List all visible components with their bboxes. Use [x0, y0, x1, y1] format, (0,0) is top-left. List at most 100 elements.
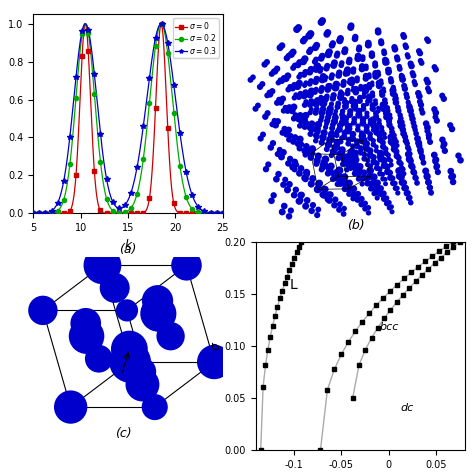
Point — [348, 79, 356, 87]
Point — [432, 113, 439, 121]
Point — [334, 181, 341, 188]
Point — [407, 199, 415, 207]
Point — [292, 134, 299, 141]
Point — [339, 118, 347, 126]
Point — [383, 113, 391, 121]
Point — [326, 137, 333, 144]
Point — [291, 191, 298, 199]
Point — [319, 133, 327, 141]
Point — [440, 140, 448, 148]
Point — [387, 75, 394, 82]
Point — [280, 181, 287, 189]
Point — [379, 139, 387, 146]
Point — [302, 202, 310, 210]
Point — [377, 39, 385, 47]
Point — [352, 102, 359, 110]
Point — [301, 151, 309, 158]
Point — [375, 149, 383, 156]
Point — [416, 49, 424, 57]
Point — [373, 190, 381, 197]
Point — [333, 81, 340, 88]
Point — [358, 129, 365, 137]
Point — [365, 209, 372, 217]
Point — [333, 138, 341, 146]
Point — [296, 122, 303, 130]
Point — [302, 98, 310, 106]
Point — [286, 103, 293, 111]
Point — [388, 138, 395, 146]
Point — [313, 157, 321, 164]
Point — [254, 102, 262, 109]
Point — [382, 59, 390, 66]
Point — [343, 115, 350, 122]
Point — [264, 109, 272, 117]
Point — [351, 105, 359, 113]
Point — [317, 93, 325, 101]
Point — [337, 88, 345, 96]
Point — [365, 73, 373, 81]
Point — [300, 37, 307, 45]
Point — [405, 150, 412, 158]
Point — [351, 170, 359, 177]
Point — [424, 127, 431, 135]
Point — [317, 117, 325, 124]
Point — [111, 284, 118, 292]
Point — [382, 145, 390, 153]
Point — [417, 146, 424, 154]
Point — [358, 65, 366, 73]
Point — [447, 121, 454, 129]
Point — [401, 85, 409, 92]
Point — [335, 150, 343, 157]
Point — [309, 201, 317, 209]
Point — [409, 115, 416, 123]
Point — [296, 170, 303, 177]
Point — [303, 169, 310, 176]
Point — [411, 126, 419, 134]
Point — [327, 136, 335, 143]
Point — [383, 163, 391, 171]
Point — [397, 160, 405, 167]
Point — [275, 96, 283, 103]
Point — [372, 73, 380, 80]
Point — [309, 145, 316, 153]
Point — [357, 133, 365, 140]
Point — [318, 84, 326, 91]
Point — [300, 58, 307, 65]
Point — [391, 44, 398, 51]
Point — [347, 164, 355, 172]
Point — [326, 168, 334, 175]
Point — [323, 117, 331, 125]
Point — [283, 130, 291, 138]
Point — [337, 122, 344, 129]
Point — [369, 126, 377, 134]
Point — [394, 189, 401, 197]
Point — [455, 152, 462, 159]
Point — [337, 35, 344, 42]
Point — [417, 148, 425, 156]
Text: dc: dc — [400, 403, 413, 413]
Point — [449, 178, 457, 186]
Point — [403, 190, 410, 197]
Point — [356, 108, 363, 115]
Point — [306, 91, 314, 99]
Point — [418, 59, 425, 67]
Point — [281, 125, 288, 133]
Point — [346, 76, 354, 84]
Point — [386, 111, 394, 118]
Point — [354, 55, 362, 63]
Point — [399, 179, 406, 186]
Point — [360, 105, 367, 113]
Point — [398, 173, 405, 181]
Point — [400, 179, 408, 186]
Point — [335, 155, 342, 162]
Point — [314, 155, 321, 163]
Point — [280, 74, 288, 82]
Point — [324, 28, 332, 36]
Point — [402, 44, 410, 51]
Point — [394, 104, 401, 111]
Point — [360, 93, 368, 100]
Point — [291, 165, 299, 173]
Point — [358, 195, 365, 203]
Point — [404, 189, 412, 197]
Point — [379, 143, 387, 151]
